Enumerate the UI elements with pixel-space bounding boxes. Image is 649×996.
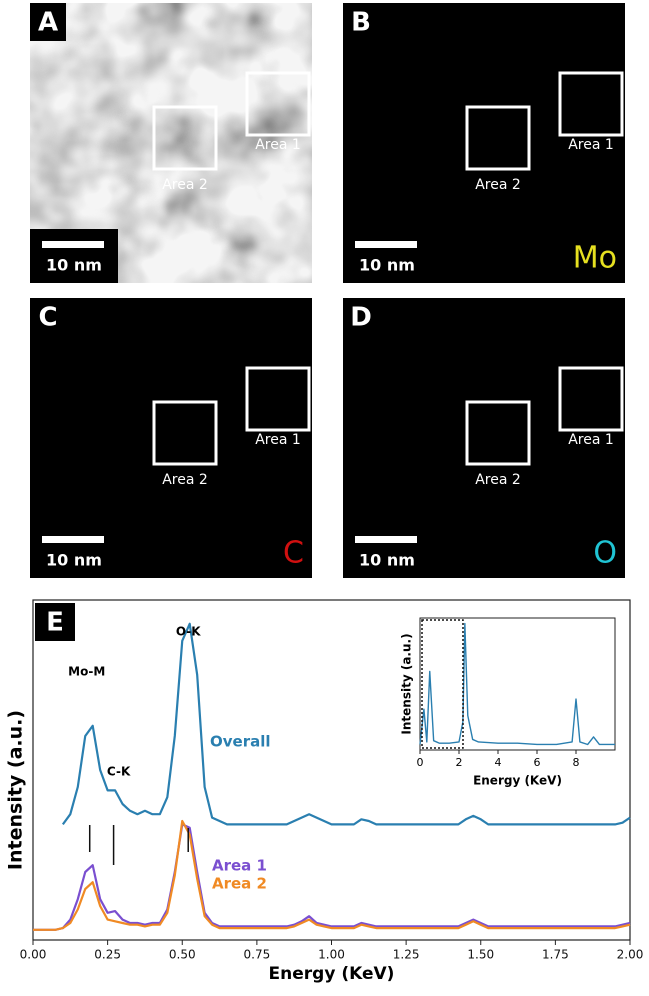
series-line	[61, 622, 631, 826]
panel-label: E	[46, 608, 64, 638]
image-panel: C 10 nm Area 1 Area 2 C	[30, 298, 312, 578]
scale-bar	[355, 241, 417, 248]
area-label: Area 1	[255, 137, 301, 153]
x-tick-label: 1.50	[467, 948, 494, 962]
peak-label: Mo-M	[68, 665, 105, 679]
panel-label-box	[343, 298, 379, 336]
area-box	[152, 105, 218, 171]
scale-bar-box	[30, 524, 118, 578]
series-label: Area 2	[212, 875, 267, 893]
panel-label: C	[38, 303, 57, 333]
area-box	[465, 105, 531, 171]
y-axis-label: Intensity (a.u.)	[400, 633, 414, 734]
scale-bar-label: 10 nm	[46, 551, 102, 570]
panel-label: B	[351, 8, 371, 38]
y-axis-label: Intensity (a.u.)	[5, 710, 27, 870]
panel-label-box	[35, 603, 75, 641]
peak-label: C-K	[107, 765, 131, 779]
panel-label-box	[30, 3, 66, 41]
panel-label-box	[343, 3, 379, 41]
scale-bar	[42, 241, 104, 248]
area-box	[245, 366, 311, 432]
scale-bar-box	[343, 524, 431, 578]
scale-bar-box	[30, 229, 118, 283]
series-line	[33, 819, 631, 931]
panel-label: D	[350, 303, 372, 333]
area-label: Area 2	[475, 177, 521, 193]
scale-bar	[42, 536, 104, 543]
area-box	[558, 366, 624, 432]
x-tick-label: 8	[573, 756, 580, 769]
image-panel: A 10 nm Area 1 Area 2	[30, 3, 312, 283]
highlight-box	[421, 619, 464, 749]
element-label: C	[283, 536, 304, 571]
area-label: Area 1	[568, 137, 614, 153]
area-label: Area 2	[162, 472, 208, 488]
x-tick-label: 0.00	[20, 948, 47, 962]
area-box	[558, 71, 624, 137]
area-label: Area 1	[568, 432, 614, 448]
x-tick-label: 1.00	[318, 948, 345, 962]
area-label: Area 1	[255, 432, 301, 448]
x-tick-label: 2.00	[617, 948, 644, 962]
x-tick-label: 0.25	[94, 948, 121, 962]
series-line	[419, 622, 615, 746]
x-tick-label: 4	[495, 756, 502, 769]
scale-bar	[355, 536, 417, 543]
x-axis-label: Energy (KeV)	[269, 964, 395, 984]
series-label: Overall	[210, 733, 271, 751]
image-panel: D 10 nm Area 1 Area 2 O	[343, 298, 625, 578]
element-label: O	[593, 536, 617, 571]
x-tick-label: 6	[534, 756, 541, 769]
panel-label-box	[30, 298, 66, 336]
area-box	[465, 400, 531, 466]
area-label: Area 2	[162, 177, 208, 193]
scale-bar-box	[343, 229, 431, 283]
panel-label: A	[38, 8, 58, 38]
scale-bar-label: 10 nm	[46, 256, 102, 275]
element-label: Mo	[573, 241, 617, 276]
x-tick-label: 1.25	[393, 948, 420, 962]
scale-bar-label: 10 nm	[359, 256, 415, 275]
inset-frame	[419, 617, 616, 751]
area-box	[245, 71, 311, 137]
scale-bar-label: 10 nm	[359, 551, 415, 570]
x-tick-label: 0	[417, 756, 424, 769]
x-tick-label: 0.50	[169, 948, 196, 962]
series-line	[33, 823, 631, 931]
series-label: Area 1	[212, 857, 267, 875]
x-axis-label: Energy (KeV)	[473, 774, 562, 788]
x-tick-label: 1.75	[542, 948, 569, 962]
peak-label: O-K	[176, 625, 201, 639]
area-box	[152, 400, 218, 466]
x-tick-label: 2	[456, 756, 463, 769]
area-label: Area 2	[475, 472, 521, 488]
x-tick-label: 0.75	[244, 948, 271, 962]
image-panel: B 10 nm Area 1 Area 2 Mo	[343, 3, 625, 283]
